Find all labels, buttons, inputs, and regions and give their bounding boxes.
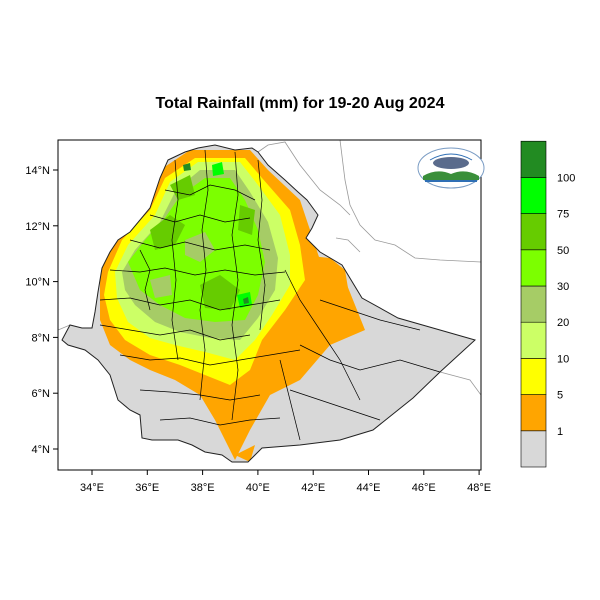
admin-boundaries — [99, 149, 441, 441]
map-title: Total Rainfall (mm) for 19-20 Aug 2024 — [155, 95, 445, 112]
colorbar-swatch — [520, 358, 547, 395]
colorbar-label: 10 — [557, 353, 569, 365]
colorbar-swatch — [520, 394, 547, 432]
lon-tick-label: 46°E — [412, 482, 436, 494]
lat-tick-label: 8°N — [32, 332, 51, 344]
lon-tick-label: 42°E — [301, 482, 325, 494]
lat-tick-label: 6°N — [32, 388, 51, 400]
colorbar-label: 1 — [557, 426, 563, 438]
colorbar-swatch — [520, 249, 547, 287]
lon-tick-label: 48°E — [467, 482, 491, 494]
ethiopia-outline — [61, 144, 476, 463]
rainfall-field — [100, 150, 365, 462]
colorbar-swatch — [520, 321, 547, 359]
colorbar-swatch — [520, 430, 547, 468]
colorbar-label: 5 — [557, 390, 563, 402]
colorbar-label: 50 — [557, 245, 569, 257]
lat-tick-label: 14°N — [25, 165, 50, 177]
colorbar-swatch — [520, 140, 547, 178]
colorbar-label: 75 — [557, 209, 569, 221]
lat-tick-label: 10°N — [25, 277, 50, 289]
lon-tick-label: 34°E — [80, 482, 104, 494]
lon-tick-label: 44°E — [357, 482, 381, 494]
lat-tick-label: 12°N — [25, 221, 50, 233]
map-frame — [57, 139, 482, 471]
lat-tick-label: 4°N — [32, 444, 51, 456]
colorbar-label: 30 — [557, 281, 569, 293]
lon-tick-label: 36°E — [135, 482, 159, 494]
rainfall-colorbar: 1 5 10 20 30 50 75 100 — [520, 140, 575, 468]
colorbar-label: 100 — [557, 172, 575, 184]
lon-tick-label: 38°E — [191, 482, 215, 494]
colorbar-swatch — [520, 177, 547, 214]
colorbar-label: 20 — [557, 317, 569, 329]
colorbar-swatch — [520, 213, 547, 251]
longitude-axis: 34°E 36°E 38°E 40°E 42°E 44°E 46°E 48°E — [80, 470, 491, 494]
latitude-axis: 14°N 12°N 10°N 8°N 6°N 4°N — [25, 165, 58, 456]
colorbar-swatch — [520, 285, 547, 323]
lon-tick-label: 40°E — [246, 482, 270, 494]
ethiopian-meteorological-institute-logo — [417, 147, 485, 189]
neighbour-borders — [58, 140, 481, 396]
